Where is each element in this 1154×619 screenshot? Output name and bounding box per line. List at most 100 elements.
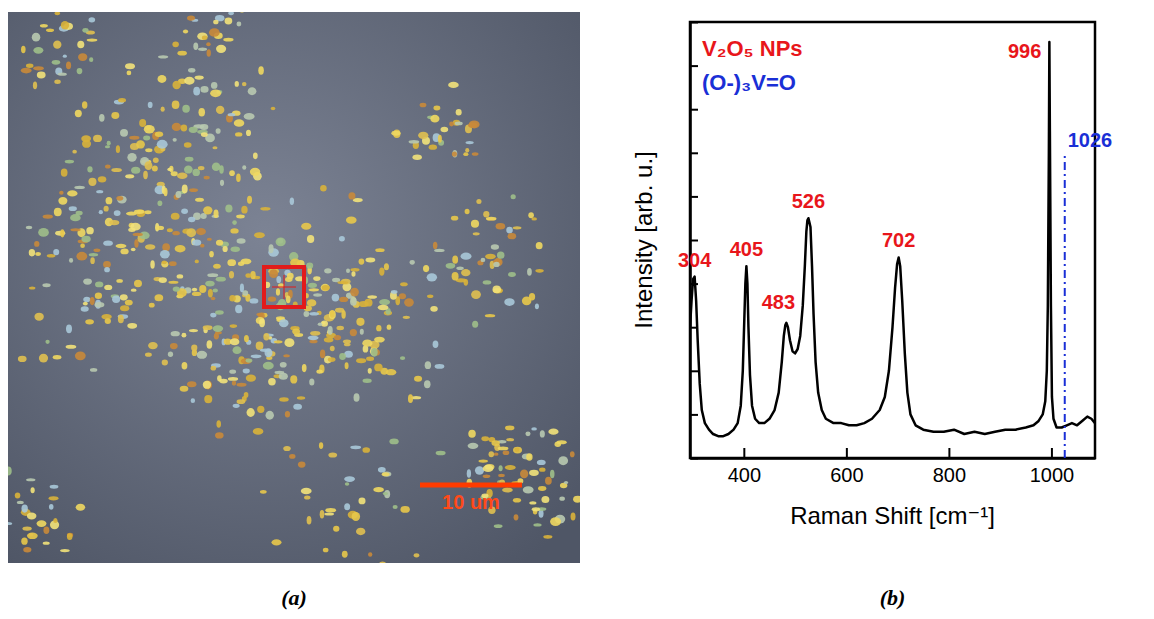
particle	[173, 287, 180, 292]
particle	[393, 505, 398, 509]
particle	[65, 160, 74, 164]
particle	[246, 358, 253, 362]
particle	[58, 197, 67, 205]
particle	[43, 527, 49, 534]
particle	[188, 217, 195, 222]
particle	[531, 217, 537, 220]
particle	[172, 100, 180, 109]
x-tick: 400	[728, 448, 761, 486]
particle	[155, 186, 165, 195]
particle	[211, 366, 217, 371]
particle	[231, 247, 240, 252]
particle	[446, 263, 456, 269]
x-axis-line	[691, 457, 1096, 460]
particle	[136, 140, 145, 148]
particle	[118, 315, 124, 324]
particle	[213, 264, 221, 269]
particle	[309, 312, 319, 316]
particle	[430, 115, 439, 123]
particle	[29, 286, 35, 289]
particle	[75, 110, 82, 117]
particle	[513, 226, 522, 229]
particle	[90, 368, 97, 372]
particle	[506, 438, 514, 441]
particle	[21, 538, 27, 545]
particle	[200, 124, 208, 130]
particle	[176, 191, 182, 198]
particle	[366, 357, 374, 361]
particle	[242, 165, 246, 170]
particle	[29, 249, 35, 257]
particle	[105, 165, 111, 169]
particle	[116, 244, 127, 248]
particle	[83, 278, 92, 284]
particle	[337, 281, 348, 284]
particle	[400, 356, 405, 360]
particle	[33, 66, 44, 70]
particle	[49, 504, 54, 510]
particle	[148, 102, 153, 108]
particle	[461, 253, 472, 260]
particle	[336, 326, 343, 330]
particle	[60, 549, 70, 552]
particle	[436, 451, 446, 456]
particle	[506, 227, 513, 234]
x-tick-mark	[743, 448, 745, 458]
x-tick-label: 800	[933, 464, 966, 486]
particle	[535, 303, 539, 309]
particle	[104, 267, 110, 272]
particle	[545, 477, 552, 485]
particle	[233, 404, 240, 408]
particle	[258, 66, 264, 75]
particle	[433, 340, 439, 348]
particle	[485, 314, 495, 317]
particle	[47, 254, 56, 258]
particle	[350, 297, 357, 305]
x-tick-mark	[948, 448, 950, 458]
x-tick: 800	[933, 448, 966, 486]
particle	[452, 272, 459, 280]
particle	[207, 273, 218, 277]
particle	[197, 351, 208, 359]
particle	[42, 283, 50, 287]
particle	[483, 280, 492, 284]
particle	[74, 186, 85, 189]
particle	[103, 241, 113, 246]
particle	[571, 513, 576, 521]
particle	[383, 492, 388, 495]
particle	[175, 245, 186, 252]
particle	[249, 298, 258, 303]
particle	[297, 396, 305, 399]
particle	[127, 71, 132, 76]
particle	[171, 331, 180, 336]
particle	[227, 259, 236, 266]
particle	[161, 107, 165, 112]
particle	[61, 169, 68, 177]
particle	[192, 239, 201, 245]
particle	[368, 552, 372, 557]
particle	[256, 342, 264, 350]
particle	[555, 442, 561, 448]
particle	[95, 281, 103, 287]
particle	[131, 248, 136, 252]
particle	[469, 120, 480, 128]
particle	[471, 220, 479, 228]
particle	[58, 73, 67, 76]
particle	[310, 331, 320, 336]
particle	[114, 210, 121, 216]
particle	[269, 269, 278, 278]
particle	[18, 356, 27, 362]
particle	[375, 248, 384, 252]
particle	[308, 283, 317, 288]
particle	[200, 86, 208, 93]
particle	[493, 286, 501, 294]
particle	[60, 229, 64, 237]
x-tick-label: 400	[728, 464, 761, 486]
particle	[433, 105, 440, 110]
particle	[198, 48, 207, 51]
particle	[483, 211, 489, 218]
particle	[301, 488, 312, 495]
y-tick	[690, 109, 698, 110]
particle	[320, 185, 327, 192]
particle	[425, 361, 431, 369]
